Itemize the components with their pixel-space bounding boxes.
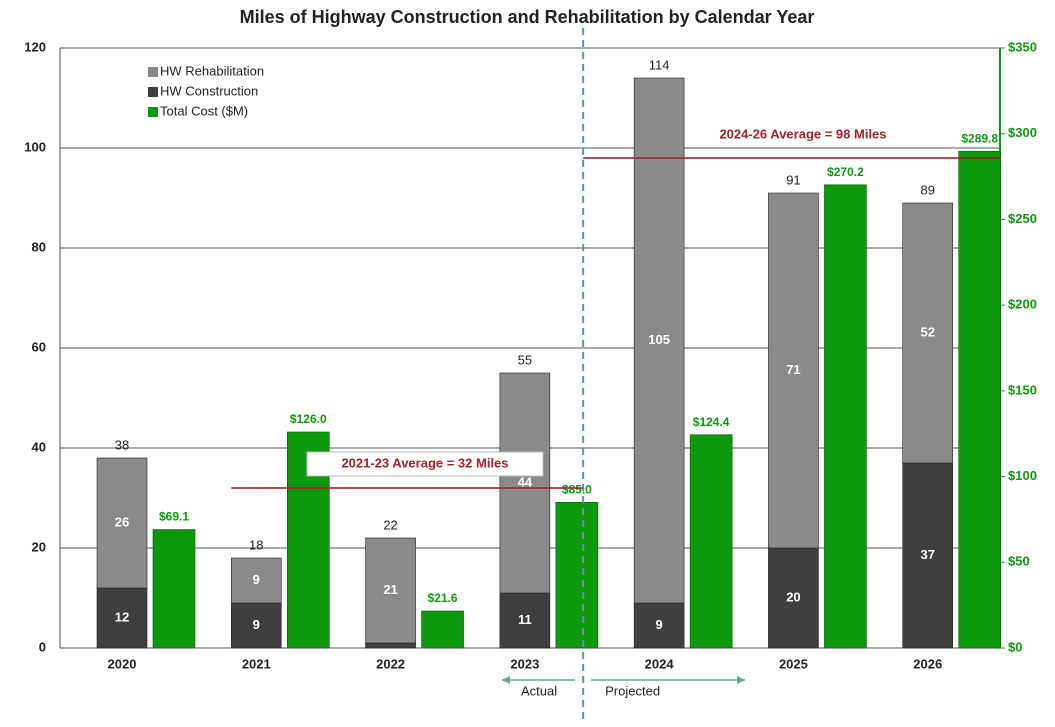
chart-title: Miles of Highway Construction and Rehabi… [240, 7, 815, 27]
annotation: 2021-23 Average = 32 Miles [341, 455, 508, 470]
y2-tick-label: $50 [1008, 554, 1030, 569]
y2-tick-label: $250 [1008, 211, 1037, 226]
cost-bar [421, 610, 464, 649]
segment-label: 71 [786, 362, 800, 377]
segment-label: 44 [518, 474, 533, 489]
total-label: 114 [649, 57, 670, 72]
bar-segment [902, 462, 954, 649]
x-tick-label: 2022 [376, 656, 405, 671]
segment-label: 9 [253, 617, 260, 632]
bar-segment [768, 547, 819, 649]
y2-tick-label: $150 [1008, 382, 1037, 397]
cost-bar [555, 501, 599, 649]
cost-label: $270.2 [827, 165, 864, 179]
legend-label: HW Construction [160, 83, 258, 98]
x-tick-label: 2023 [510, 656, 539, 671]
bar-segment [230, 557, 282, 604]
x-tick-label: 2021 [242, 656, 271, 671]
segment-label: 9 [656, 617, 663, 632]
segment-label: 105 [648, 332, 670, 347]
cost-bar [824, 184, 867, 649]
segment-label: 37 [920, 547, 934, 562]
total-label: 38 [115, 437, 129, 452]
arrow-head [502, 676, 510, 684]
y2-tick-label: $100 [1008, 468, 1037, 483]
x-tick-label: 2025 [779, 656, 808, 671]
cost-bar [689, 434, 733, 649]
bar-segment [365, 642, 416, 649]
legend-swatch [148, 87, 158, 97]
segment-label: 11 [518, 612, 532, 627]
total-label: 91 [786, 172, 800, 187]
segment-label: 20 [786, 589, 800, 604]
bar-segment [902, 202, 954, 464]
y-tick-label: 80 [32, 239, 46, 254]
y-tick-label: 0 [39, 639, 46, 654]
legend-label: Total Cost ($M) [160, 103, 248, 118]
y2-tick-label: $200 [1008, 297, 1037, 312]
segment-label: 12 [115, 609, 129, 624]
legend-label: HW Rehabilitation [160, 63, 264, 78]
annotation-box [306, 451, 544, 477]
cost-label: $69.1 [159, 510, 189, 524]
total-label: 89 [920, 182, 934, 197]
cost-bar [958, 150, 1002, 649]
y-tick-label: 40 [32, 439, 46, 454]
divider-label: Projected [605, 683, 660, 698]
annotation: 2024-26 Average = 98 Miles [719, 126, 886, 141]
bar-segment [365, 537, 416, 644]
y-tick-label: 20 [32, 539, 46, 554]
divider-label: Actual [521, 683, 557, 698]
arrow-head [737, 676, 745, 684]
y-tick-label: 120 [24, 39, 46, 54]
bar-segment [96, 457, 148, 589]
cost-label: $126.0 [290, 412, 327, 426]
bar-segment [633, 77, 685, 604]
total-label: 18 [249, 537, 263, 552]
y-tick-label: 100 [24, 139, 46, 154]
cost-label: $21.6 [428, 591, 458, 605]
x-tick-label: 2024 [645, 656, 675, 671]
cost-label: $124.4 [693, 415, 730, 429]
y-tick-label: 60 [32, 339, 46, 354]
bar-segment [499, 372, 551, 594]
segment-label: 26 [115, 514, 129, 529]
cost-bar [152, 529, 196, 649]
segment-label: 9 [253, 572, 260, 587]
annotation-box [685, 123, 921, 147]
segment-label: 21 [383, 582, 397, 597]
bar-segment [499, 592, 551, 649]
x-tick-label: 2026 [913, 656, 942, 671]
total-label: 55 [518, 352, 532, 367]
y2-tick-label: $350 [1008, 39, 1037, 54]
bar-segment [633, 602, 685, 649]
bar-segment [768, 192, 819, 549]
cost-label: $85.0 [562, 482, 592, 496]
total-label: 22 [383, 517, 397, 532]
x-tick-label: 2020 [108, 656, 137, 671]
segment-label: 52 [920, 324, 934, 339]
y2-tick-label: $0 [1008, 639, 1022, 654]
y2-tick-label: $300 [1008, 125, 1037, 140]
legend-swatch [148, 67, 158, 77]
legend-swatch [148, 107, 158, 117]
cost-label: $289.8 [961, 131, 998, 145]
